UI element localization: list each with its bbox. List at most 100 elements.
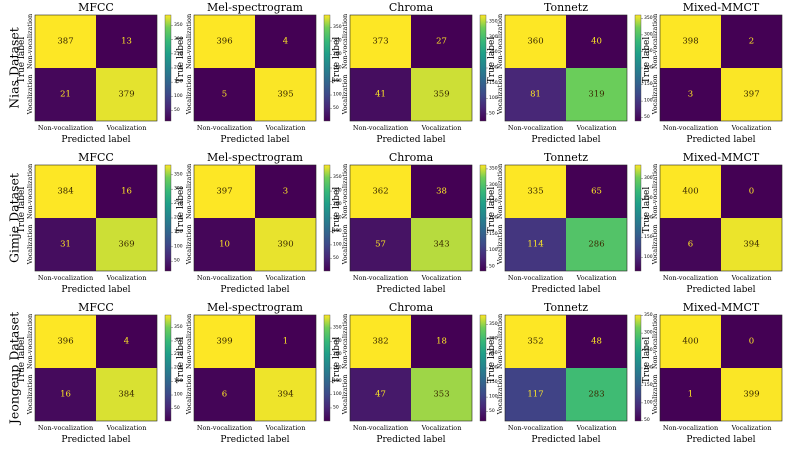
- matrix-title: MFCC: [78, 301, 114, 314]
- matrix-cell: [505, 218, 566, 271]
- matrix-cell-value: 16: [60, 390, 71, 400]
- y-tick-label: Vocalization: [651, 225, 659, 266]
- x-axis-label: Predicted label: [61, 435, 130, 445]
- y-tick-label: Non-vocalization: [496, 314, 504, 369]
- colorbar-tick-label: 350: [489, 165, 498, 171]
- x-tick-label: Vocalization: [106, 124, 147, 132]
- x-axis-label: Predicted label: [61, 135, 130, 145]
- colorbar-tick-label: 250: [644, 48, 653, 54]
- colorbar: [164, 164, 172, 272]
- x-tick-label: Vocalization: [106, 424, 147, 432]
- matrix-frame: [34, 314, 158, 422]
- y-tick-label: Vocalization: [496, 75, 504, 116]
- matrix-cell-value: 384: [57, 187, 73, 197]
- matrix-cell: [505, 368, 566, 421]
- matrix-cell: [660, 165, 721, 218]
- colorbar-tick-label: 100: [333, 92, 342, 98]
- y-tick-label: Non-vocalization: [185, 314, 193, 369]
- colorbar-tick-label: 200: [333, 365, 342, 371]
- colorbar-tick-label: 50: [333, 105, 339, 111]
- y-tick-label: Vocalization: [26, 75, 34, 116]
- colorbar-tick-label: 100: [174, 392, 183, 398]
- colorbar: [164, 314, 172, 422]
- x-tick-label: Non-vocalization: [38, 124, 93, 132]
- y-tick-label: Vocalization: [651, 375, 659, 416]
- matrix-panel: Mixed-MMCT 400 0 1 399 Non-vocalization Vocali…: [642, 301, 783, 445]
- matrix-title: Mel-spectrogram: [207, 1, 304, 14]
- colorbar-tick-label: 350: [644, 312, 653, 318]
- matrix-cell: [721, 15, 782, 68]
- colorbar-tick-label: 150: [333, 378, 342, 384]
- matrix-frame: [504, 14, 628, 122]
- x-tick-label: Non-vocalization: [353, 124, 408, 132]
- y-tick-label: Vocalization: [26, 225, 34, 266]
- matrix-cell: [96, 368, 157, 421]
- x-tick-label: Non-vocalization: [663, 124, 718, 132]
- x-tick-label: Vocalization: [106, 274, 147, 282]
- colorbar-tick-label: 250: [174, 351, 183, 357]
- matrix-cell-value: 362: [372, 187, 388, 197]
- colorbar-tick-label: 150: [644, 81, 653, 87]
- matrix-cell-value: 3: [688, 90, 693, 100]
- matrix-cell: [35, 315, 96, 368]
- y-tick-label: Vocalization: [651, 75, 659, 116]
- matrix-title: Chroma: [389, 151, 434, 164]
- matrix-cell-value: 397: [743, 90, 759, 100]
- colorbar-tick-label: 300: [644, 330, 653, 336]
- y-tick-label: Non-vocalization: [341, 14, 349, 69]
- matrix-cell: [194, 68, 255, 121]
- x-axis-label: Predicted label: [686, 135, 755, 145]
- y-tick-label: Non-vocalization: [341, 314, 349, 369]
- matrix-cell: [566, 368, 627, 421]
- y-tick-label: Non-vocalization: [26, 14, 34, 69]
- matrix-cell: [194, 368, 255, 421]
- y-tick-label: Non-vocalization: [26, 164, 34, 219]
- matrix-cell: [96, 165, 157, 218]
- matrix-cell-value: 38: [436, 187, 447, 197]
- matrix-cell-value: 343: [433, 240, 449, 250]
- matrix-panel: MFCC 384 16 31 369 Non-vocalization Vocalizati…: [17, 151, 183, 295]
- matrix-title: Tonnetz: [544, 1, 588, 14]
- y-tick-label: Vocalization: [496, 225, 504, 266]
- matrix-cell-value: 369: [118, 240, 134, 250]
- y-axis-label: True label: [176, 187, 186, 234]
- matrix-panel: Mixed-MMCT 400 0 6 394 Non-vocalization Vocali…: [642, 151, 783, 295]
- colorbar-tick-label: 300: [333, 37, 342, 43]
- matrix-frame: [659, 164, 783, 272]
- colorbar-tick-label: 300: [489, 335, 498, 341]
- matrix-cell: [505, 165, 566, 218]
- y-tick-label: Vocalization: [185, 225, 193, 266]
- matrix-cell-value: 48: [591, 337, 602, 347]
- colorbar-tick-label: 250: [489, 350, 498, 356]
- x-tick-label: Non-vocalization: [353, 274, 408, 282]
- matrix-cell-value: 352: [527, 337, 543, 347]
- matrix-panel: Chroma 362 38 57 343 Non-vocalization Vocaliza…: [332, 151, 498, 295]
- matrix-cell-value: 6: [688, 240, 693, 250]
- matrix-cell: [566, 165, 627, 218]
- colorbar-tick-label: 350: [333, 325, 342, 331]
- colorbar-tick-label: 50: [174, 405, 180, 411]
- x-tick-label: Non-vocalization: [663, 274, 718, 282]
- x-tick-label: Non-vocalization: [508, 124, 563, 132]
- x-axis-label: Predicted label: [376, 285, 445, 295]
- row-label-dataset: Nias Dataset: [7, 27, 22, 109]
- matrix-cell-value: 114: [527, 240, 543, 250]
- matrix-cell: [35, 368, 96, 421]
- colorbar-tick-label: 100: [174, 243, 183, 249]
- matrix-title: Chroma: [389, 1, 434, 14]
- colorbar-tick-label: 200: [174, 365, 183, 371]
- matrix-cell-value: 27: [436, 37, 447, 47]
- matrix-cell-value: 10: [219, 240, 230, 250]
- matrix-cell-value: 1: [688, 390, 693, 400]
- colorbar-tick-label: 300: [174, 186, 183, 192]
- x-tick-label: Non-vocalization: [197, 124, 252, 132]
- matrix-cell: [721, 218, 782, 271]
- matrix-cell-value: 117: [527, 390, 543, 400]
- x-axis-label: Predicted label: [531, 135, 600, 145]
- matrix-panel: Mel-spectrogram 399 1 6 394 Non-vocalization V…: [176, 301, 342, 445]
- y-tick-label: Vocalization: [341, 225, 349, 266]
- colorbar-tick-label: 250: [174, 50, 183, 56]
- x-axis-label: Predicted label: [220, 285, 289, 295]
- matrix-cell: [35, 68, 96, 121]
